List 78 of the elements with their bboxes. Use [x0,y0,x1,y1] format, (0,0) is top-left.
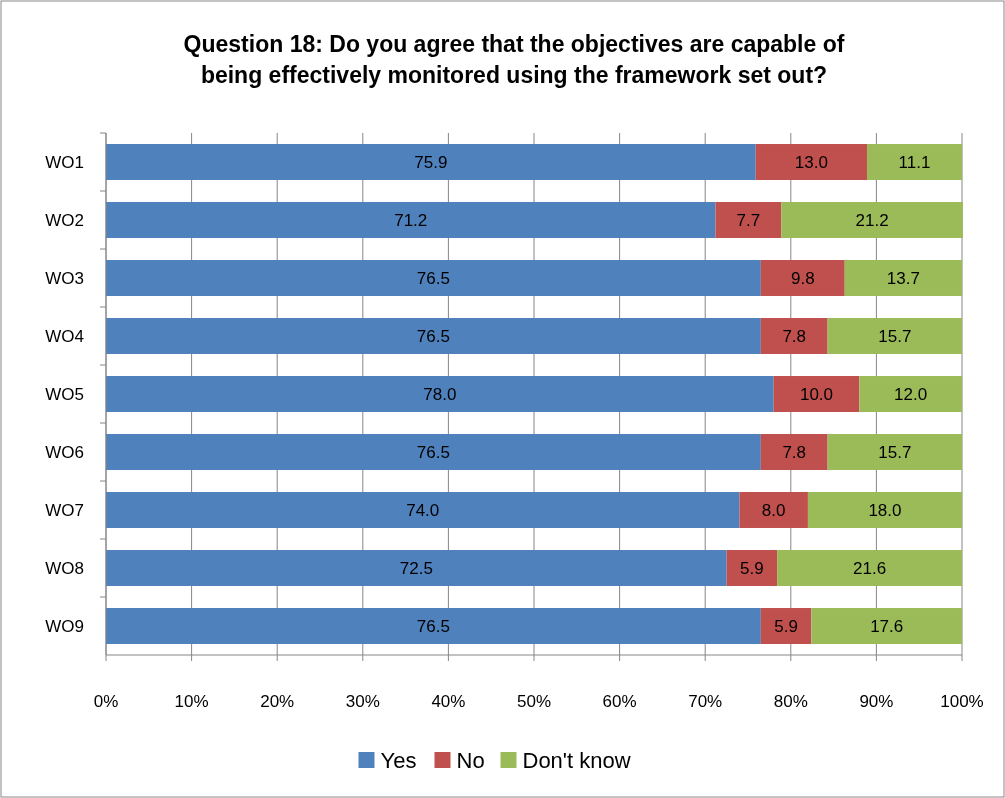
bar [811,608,962,644]
y-tick-label: WO1 [45,153,84,172]
bar [715,202,782,238]
data-label: 21.6 [853,559,887,578]
bar [844,260,962,296]
data-label: 7.8 [782,327,807,346]
bar [827,318,962,354]
x-tick-label: 90% [859,692,894,711]
bar [106,144,756,180]
data-label: 72.5 [399,559,433,578]
chart-title: Question 18: Do you agree that the objectives are capable of being effectively monitored using the framework set out? [183,31,845,88]
bar [106,202,716,238]
data-label: 11.1 [898,153,931,172]
data-label: 12.0 [894,385,928,404]
y-tick-label: WO4 [45,327,84,346]
bar [106,376,774,412]
y-tick-label: WO6 [45,443,84,462]
bar [106,260,761,296]
data-label: 5.9 [774,617,798,636]
x-tick-label: 80% [773,692,808,711]
data-label: 71.2 [394,211,428,230]
bar [106,550,727,586]
data-label: 75.9 [414,153,448,172]
x-tick-label: 70% [688,692,723,711]
data-label: 21.2 [855,211,889,230]
data-label: 18.0 [868,501,902,520]
bar [106,608,761,644]
data-label: 13.0 [794,153,828,172]
data-label: 74.0 [406,501,440,520]
legend-label: Yes [380,748,417,773]
data-label: 76.5 [416,327,450,346]
legend-label: No [456,748,485,773]
x-tick-label: 60% [602,692,637,711]
data-label: 7.8 [782,443,807,462]
x-tick-label: 0% [93,692,119,711]
bar [760,260,845,296]
data-label: 76.5 [416,443,450,462]
y-tick-label: WO5 [45,385,84,404]
bar [760,318,828,354]
bar [773,376,860,412]
data-label: 76.5 [416,269,450,288]
data-label: 9.8 [790,269,815,288]
y-tick-label: WO3 [45,269,84,288]
data-label: 17.6 [870,617,904,636]
data-label: 15.7 [878,327,912,346]
bar [106,318,761,354]
bar [760,434,828,470]
data-label: 5.9 [740,559,764,578]
data-label: 10.0 [799,385,834,404]
data-label: 78.0 [423,385,457,404]
legend-label: Don't know [522,748,631,773]
bar [781,202,963,238]
x-tick-label: 30% [345,692,380,711]
bar [106,434,761,470]
y-tick-label: WO9 [45,617,84,636]
bar [106,492,740,528]
bar [777,550,962,586]
bar [726,550,778,586]
data-label: 15.7 [878,443,912,462]
x-tick-label: 10% [174,692,209,711]
bar [866,144,962,180]
x-tick-label: 40% [431,692,466,711]
bar [739,492,808,528]
bar [859,376,962,412]
y-tick-label: WO2 [45,211,84,230]
x-tick-label: 100% [940,692,984,711]
data-label: 8.0 [761,501,786,520]
bar [827,434,962,470]
bar [755,144,867,180]
data-label: 76.5 [416,617,450,636]
y-tick-label: WO7 [45,501,84,520]
x-tick-label: 50% [516,692,552,711]
bar [760,608,812,644]
bar [807,492,962,528]
x-tick-label: 20% [260,692,295,711]
data-label: 7.7 [736,211,761,230]
y-tick-label: WO8 [45,559,84,578]
data-label: 13.7 [886,269,920,288]
